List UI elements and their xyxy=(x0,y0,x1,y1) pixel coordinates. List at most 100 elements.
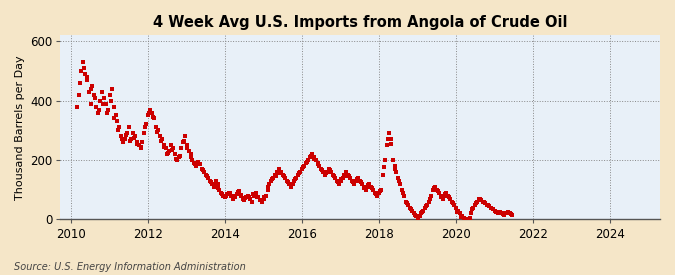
Point xyxy=(194,161,205,166)
Point xyxy=(266,179,277,183)
Point xyxy=(402,201,412,205)
Point xyxy=(335,179,346,183)
Point xyxy=(182,143,192,147)
Point xyxy=(431,188,442,192)
Point xyxy=(420,205,431,210)
Point xyxy=(489,208,500,213)
Point xyxy=(468,205,479,210)
Point xyxy=(91,104,102,109)
Point xyxy=(232,192,242,196)
Point xyxy=(273,167,284,171)
Point xyxy=(162,152,173,156)
Point xyxy=(220,195,231,199)
Point xyxy=(310,158,321,162)
Point xyxy=(113,128,124,133)
Point xyxy=(298,164,309,168)
Point xyxy=(413,215,424,219)
Point xyxy=(493,211,504,216)
Point xyxy=(155,139,166,143)
Point xyxy=(159,144,170,149)
Point xyxy=(78,60,88,64)
Point xyxy=(301,159,312,164)
Point xyxy=(294,171,304,176)
Point xyxy=(106,87,117,91)
Point xyxy=(435,194,446,198)
Point xyxy=(170,152,181,156)
Point xyxy=(202,176,213,180)
Point xyxy=(453,208,464,213)
Point xyxy=(343,173,354,177)
Point xyxy=(476,198,487,202)
Point xyxy=(422,202,433,207)
Point xyxy=(137,140,148,144)
Point xyxy=(136,144,146,149)
Point xyxy=(200,173,211,177)
Point xyxy=(304,155,315,159)
Point xyxy=(279,176,290,180)
Point xyxy=(289,179,300,183)
Point xyxy=(432,189,443,193)
Point xyxy=(414,214,425,219)
Point xyxy=(243,194,254,198)
Point xyxy=(503,210,514,214)
Point xyxy=(221,192,232,196)
Point xyxy=(126,137,136,141)
Point xyxy=(317,168,327,173)
Point xyxy=(205,180,216,185)
Point xyxy=(378,165,389,170)
Point xyxy=(176,146,186,150)
Point xyxy=(93,110,104,115)
Point xyxy=(462,217,473,222)
Point xyxy=(230,195,240,199)
Point xyxy=(209,185,219,189)
Point xyxy=(85,101,96,106)
Point xyxy=(291,176,302,180)
Point xyxy=(374,191,385,195)
Point xyxy=(341,170,352,174)
Point xyxy=(454,211,465,216)
Point xyxy=(421,204,431,208)
Point xyxy=(440,192,451,196)
Point xyxy=(171,158,182,162)
Point xyxy=(424,199,435,204)
Point xyxy=(399,194,410,198)
Point xyxy=(479,201,490,205)
Point xyxy=(94,107,105,112)
Point xyxy=(108,104,119,109)
Point xyxy=(148,116,159,121)
Point xyxy=(486,206,497,210)
Point xyxy=(394,179,404,183)
Point xyxy=(239,198,250,202)
Point xyxy=(234,189,244,193)
Point xyxy=(401,199,412,204)
Point xyxy=(196,167,207,171)
Point xyxy=(151,130,162,134)
Point xyxy=(132,140,142,144)
Point xyxy=(122,131,132,136)
Point xyxy=(182,146,193,150)
Point xyxy=(412,216,423,220)
Point xyxy=(298,165,308,170)
Point xyxy=(354,179,365,183)
Point xyxy=(376,188,387,192)
Point xyxy=(180,134,190,139)
Point xyxy=(460,217,471,221)
Point xyxy=(308,155,319,159)
Point xyxy=(300,161,311,165)
Point xyxy=(501,211,512,216)
Point xyxy=(89,92,100,97)
Point xyxy=(252,195,263,199)
Point xyxy=(287,182,298,186)
Point xyxy=(397,188,408,192)
Point xyxy=(78,66,89,70)
Point xyxy=(124,139,135,143)
Point xyxy=(268,176,279,180)
Point xyxy=(355,180,366,185)
Point xyxy=(467,207,478,211)
Point xyxy=(312,161,323,165)
Y-axis label: Thousand Barrels per Day: Thousand Barrels per Day xyxy=(15,55,25,200)
Point xyxy=(324,167,335,171)
Point xyxy=(359,186,370,191)
Point xyxy=(178,140,188,144)
Point xyxy=(470,201,481,205)
